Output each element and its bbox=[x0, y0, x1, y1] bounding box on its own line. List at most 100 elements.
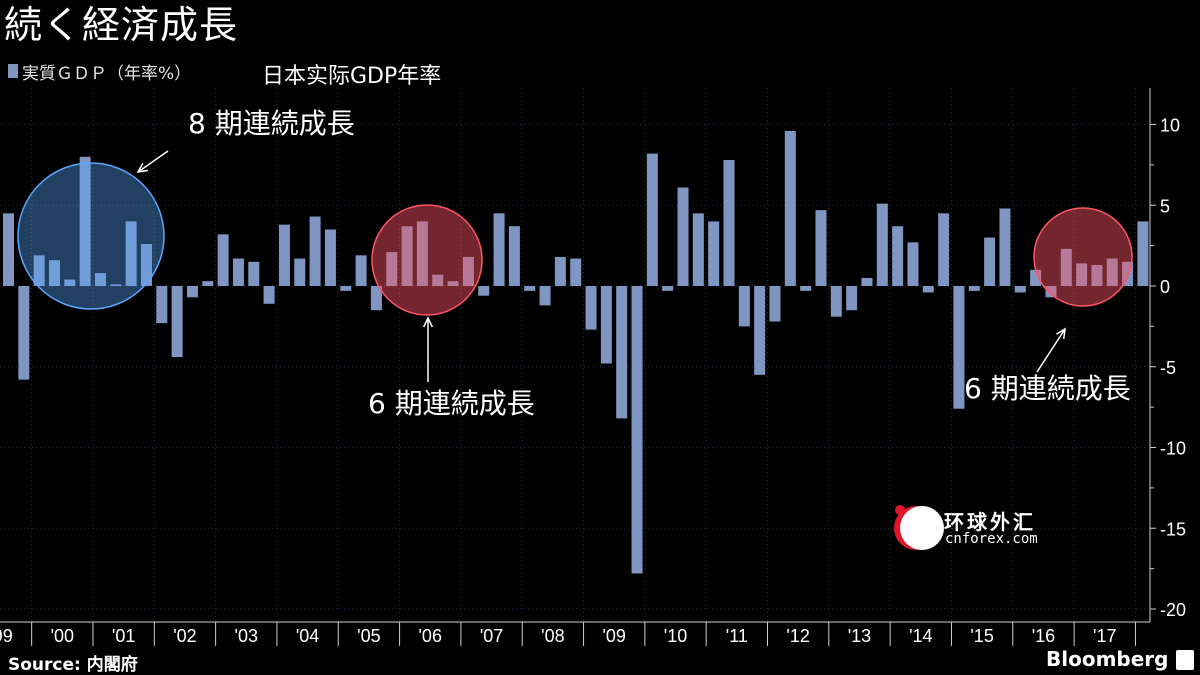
x-tick-label: '08 bbox=[541, 626, 564, 646]
arrow-6-quarters-16-head bbox=[1056, 327, 1066, 340]
x-tick-label: '05 bbox=[357, 626, 380, 646]
x-tick-label: '07 bbox=[480, 626, 503, 646]
bar bbox=[94, 273, 106, 286]
bar bbox=[493, 213, 505, 286]
chart-subtitle: 日本实际GDP年率 bbox=[262, 64, 442, 89]
arrow-6-quarters-05-head bbox=[422, 316, 434, 328]
bar bbox=[447, 281, 459, 286]
bar bbox=[554, 256, 566, 286]
bar bbox=[309, 216, 321, 286]
bar bbox=[48, 260, 60, 286]
bar bbox=[294, 258, 306, 286]
bar bbox=[616, 286, 628, 419]
legend: 実質ＧＤＰ（年率%） bbox=[8, 60, 192, 84]
y-tick-label: -20 bbox=[1160, 600, 1186, 620]
bar bbox=[110, 284, 122, 286]
bar bbox=[1091, 265, 1103, 286]
x-tick-label: '17 bbox=[1093, 626, 1116, 646]
bar bbox=[462, 256, 474, 286]
x-tick-label: '10 bbox=[664, 626, 687, 646]
highlight-circle-red-16 bbox=[1033, 207, 1133, 307]
bar bbox=[432, 274, 444, 286]
x-tick-label: '16 bbox=[1032, 626, 1055, 646]
x-tick-label: '01 bbox=[112, 626, 135, 646]
bar bbox=[278, 224, 290, 286]
bar bbox=[1014, 286, 1026, 293]
y-tick-label: -15 bbox=[1160, 519, 1186, 539]
bar bbox=[861, 277, 873, 286]
bar bbox=[355, 255, 367, 286]
x-tick-label: '03 bbox=[235, 626, 258, 646]
annotation-label: 8 期連続成長 bbox=[188, 107, 355, 140]
bar bbox=[631, 286, 643, 574]
bar bbox=[171, 286, 183, 358]
bar bbox=[999, 208, 1011, 286]
bar bbox=[1060, 248, 1072, 286]
bar bbox=[79, 156, 91, 286]
y-tick-label: -5 bbox=[1160, 358, 1176, 378]
arrow-8-quarters bbox=[137, 150, 169, 173]
bar bbox=[600, 286, 612, 364]
watermark-en: cnforex.com bbox=[945, 531, 1038, 547]
bar bbox=[708, 221, 720, 286]
bar bbox=[1030, 269, 1042, 286]
bar bbox=[1076, 263, 1088, 286]
legend-swatch bbox=[8, 64, 18, 78]
watermark-logo bbox=[882, 500, 1072, 560]
x-tick-label: '99 bbox=[0, 626, 13, 646]
highlight-circle-blue bbox=[17, 162, 165, 310]
bar bbox=[585, 286, 597, 330]
x-tick-label: '12 bbox=[786, 626, 809, 646]
bar bbox=[723, 160, 735, 286]
bar bbox=[232, 258, 244, 286]
brand-name: Bloomberg bbox=[1046, 647, 1169, 671]
annotation-label: 6 期連続成長 bbox=[368, 387, 535, 420]
bar bbox=[922, 286, 934, 293]
chart-title: 続く経済成長 bbox=[4, 3, 239, 47]
bar bbox=[907, 242, 919, 286]
bar bbox=[968, 286, 980, 291]
x-tick-label: '04 bbox=[296, 626, 319, 646]
bar bbox=[754, 286, 766, 375]
bar bbox=[324, 229, 336, 286]
x-tick-label: '14 bbox=[909, 626, 932, 646]
y-tick-label: 0 bbox=[1160, 277, 1170, 297]
bar bbox=[3, 213, 14, 286]
bar bbox=[524, 286, 536, 291]
bar bbox=[18, 286, 30, 380]
bar bbox=[938, 213, 950, 286]
bar bbox=[125, 221, 137, 286]
bar bbox=[370, 286, 382, 311]
bar bbox=[662, 286, 674, 291]
bar bbox=[156, 286, 168, 324]
bar bbox=[416, 221, 428, 286]
bar bbox=[892, 226, 904, 286]
x-axis-band bbox=[0, 622, 1200, 646]
bar bbox=[830, 286, 842, 317]
bar bbox=[340, 286, 352, 291]
x-tick-label: '06 bbox=[419, 626, 442, 646]
bar bbox=[677, 187, 689, 286]
x-tick-label: '00 bbox=[51, 626, 74, 646]
bar bbox=[186, 286, 198, 298]
bar bbox=[738, 286, 750, 327]
bar bbox=[217, 234, 229, 286]
bloomberg-terminal-icon bbox=[1176, 650, 1194, 670]
bar bbox=[953, 286, 965, 409]
bar bbox=[815, 210, 827, 286]
legend-label: 実質ＧＤＰ（年率%） bbox=[22, 63, 192, 84]
bar bbox=[692, 213, 704, 286]
bar bbox=[984, 237, 996, 286]
bar bbox=[800, 286, 812, 291]
bar bbox=[140, 244, 152, 286]
bar bbox=[570, 258, 582, 286]
source-note: Source: 内閣府 bbox=[8, 655, 138, 675]
annotation-label: 6 期連続成長 bbox=[964, 372, 1131, 405]
bar bbox=[478, 286, 490, 296]
bar bbox=[1122, 261, 1134, 286]
bar bbox=[401, 226, 413, 286]
bar bbox=[784, 130, 796, 286]
bar bbox=[248, 261, 260, 286]
bar bbox=[508, 226, 520, 286]
